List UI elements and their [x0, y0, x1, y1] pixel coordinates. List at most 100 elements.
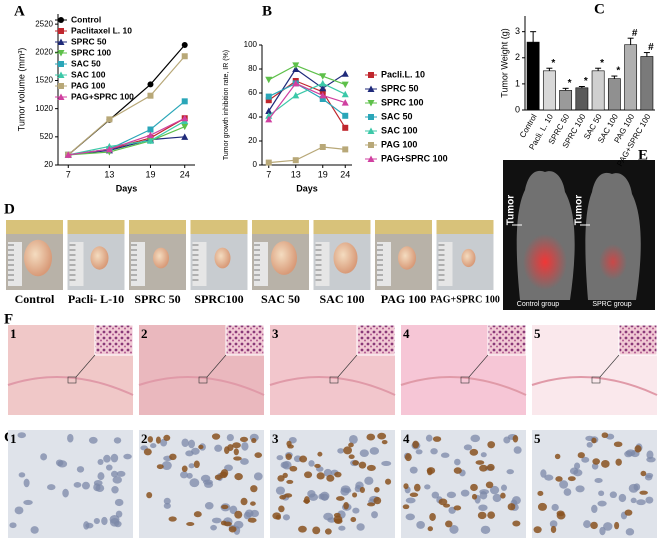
tumor-photo: [67, 220, 125, 290]
photo-caption: PAG+SPRC 100: [430, 294, 500, 305]
stained-nucleus: [429, 513, 436, 521]
stained-nucleus: [412, 440, 420, 449]
ruler: [67, 220, 125, 234]
y-tick-label: 1020: [35, 104, 53, 113]
stained-nucleus: [233, 456, 242, 461]
inset-connector: [337, 354, 358, 378]
image-number: 5: [534, 326, 541, 341]
image-number: 4: [403, 326, 410, 341]
stained-nucleus: [640, 470, 647, 477]
stained-nucleus: [155, 436, 161, 444]
legend-label: PAG 100: [381, 139, 417, 149]
x-tick-label: 13: [291, 169, 301, 179]
marker: [319, 144, 326, 150]
ruler: [315, 242, 330, 286]
stained-nucleus: [373, 496, 382, 505]
nucleus: [95, 484, 105, 492]
series-line: [268, 82, 346, 117]
panel-letter: A: [14, 3, 25, 19]
stained-nucleus: [438, 498, 448, 506]
nucleus: [549, 520, 558, 528]
tumor: [214, 247, 231, 269]
nucleus: [425, 434, 433, 442]
stained-nucleus: [615, 458, 622, 466]
nucleus: [47, 484, 56, 491]
tumor-photo: [252, 220, 309, 290]
significance-mark: *: [584, 76, 588, 87]
stained-nucleus: [639, 490, 648, 495]
bar: [640, 56, 654, 111]
marker: [265, 107, 273, 114]
stained-nucleus: [485, 481, 494, 489]
nucleus: [150, 443, 157, 449]
stained-nucleus: [286, 479, 294, 484]
legend-marker: [58, 17, 64, 23]
marker: [265, 115, 273, 123]
marker: [146, 137, 154, 144]
marker: [265, 93, 272, 100]
marker: [319, 73, 327, 80]
tumor-photo: [436, 220, 494, 290]
stained-nucleus: [186, 521, 195, 527]
nucleus: [200, 474, 211, 483]
nucleus: [416, 520, 425, 529]
tissue-fold: [269, 376, 396, 396]
stained-nucleus: [404, 453, 412, 462]
photo-caption: Pacli- L-10: [68, 292, 124, 306]
marker: [319, 84, 327, 92]
nucleus: [93, 517, 100, 525]
nucleus: [110, 453, 119, 463]
tumor: [271, 241, 297, 275]
photo-caption: SPRC 50: [134, 292, 180, 306]
nucleus: [625, 528, 635, 536]
stained-nucleus: [601, 432, 609, 439]
bar: [575, 87, 589, 111]
nucleus: [359, 449, 369, 458]
nucleus: [603, 522, 613, 531]
significance-mark: #: [632, 28, 638, 39]
y-tick-label: 1: [515, 78, 520, 88]
nucleus: [318, 493, 325, 500]
nucleus: [625, 449, 636, 457]
nucleus: [323, 512, 334, 521]
nucleus: [163, 502, 171, 509]
tumor-photo: [375, 220, 432, 290]
y-axis-label: Tumor volume (mm³): [16, 48, 26, 132]
image-number: 5: [534, 431, 541, 446]
tumor: [398, 246, 416, 270]
stained-nucleus: [533, 526, 542, 534]
stained-nucleus: [359, 486, 365, 494]
nucleus: [188, 463, 195, 469]
stained-nucleus: [634, 445, 642, 453]
inset: [618, 324, 658, 356]
legend-label: Pacli.L. 10: [381, 69, 425, 79]
stained-nucleus: [298, 525, 307, 533]
ruler: [69, 242, 84, 286]
inset: [356, 324, 396, 356]
stained-nucleus: [413, 483, 421, 492]
nucleus: [540, 469, 547, 478]
stained-nucleus: [477, 511, 487, 520]
nucleus: [559, 480, 569, 489]
nucleus: [110, 470, 118, 478]
nucleus: [369, 447, 380, 455]
nucleus: [597, 500, 607, 507]
nucleus: [229, 505, 238, 515]
photo-caption: SAC 50: [261, 292, 300, 306]
stained-nucleus: [432, 436, 442, 442]
stained-nucleus: [303, 496, 310, 505]
tumor-label: Tumor: [574, 195, 585, 225]
marker: [319, 91, 327, 99]
nucleus: [630, 497, 637, 504]
stained-nucleus: [324, 528, 332, 535]
y-tick-label: 3: [515, 26, 520, 36]
stained-nucleus: [352, 460, 359, 466]
nucleus: [123, 453, 132, 460]
marker: [146, 131, 154, 139]
nucleus: [276, 455, 284, 461]
nucleus: [14, 506, 24, 515]
marker: [292, 91, 300, 99]
nucleus: [480, 525, 491, 534]
tissue-fold: [138, 376, 265, 396]
legend-label: SPRC 100: [71, 47, 111, 57]
